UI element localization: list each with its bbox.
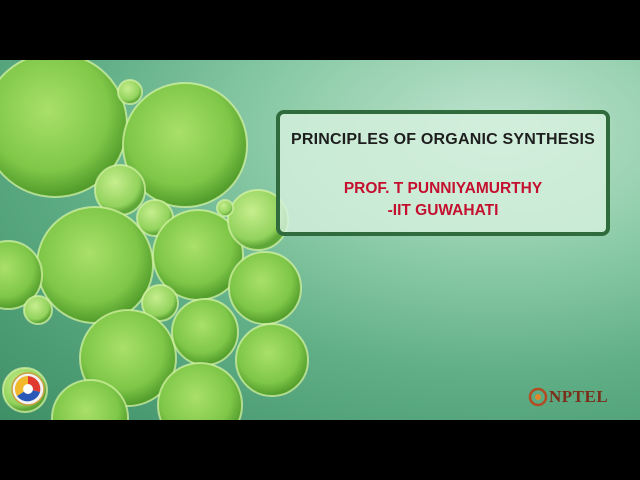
letterbox-top	[0, 0, 640, 60]
letterbox-bottom	[0, 420, 640, 480]
title-card: PRINCIPLES OF ORGANIC SYNTHESIS PROF. T …	[276, 110, 610, 236]
cell-bubbles-background	[0, 60, 309, 420]
institute-emblem-icon	[11, 372, 45, 406]
instructor-affiliation: -IIT GUWAHATI	[387, 202, 499, 219]
instructor-name: PROF. T PUNNIYAMURTHY	[343, 180, 543, 197]
nptel-logo: NPTEL	[528, 386, 608, 408]
course-title: PRINCIPLES OF ORGANIC SYNTHESIS	[290, 131, 595, 148]
nptel-logo-text: NPTEL	[549, 387, 609, 406]
nptel-logo-icon	[528, 387, 548, 407]
slide: PRINCIPLES OF ORGANIC SYNTHESIS PROF. T …	[0, 60, 640, 420]
instructor-block: PROF. T PUNNIYAMURTHY -IIT GUWAHATI	[280, 178, 606, 222]
